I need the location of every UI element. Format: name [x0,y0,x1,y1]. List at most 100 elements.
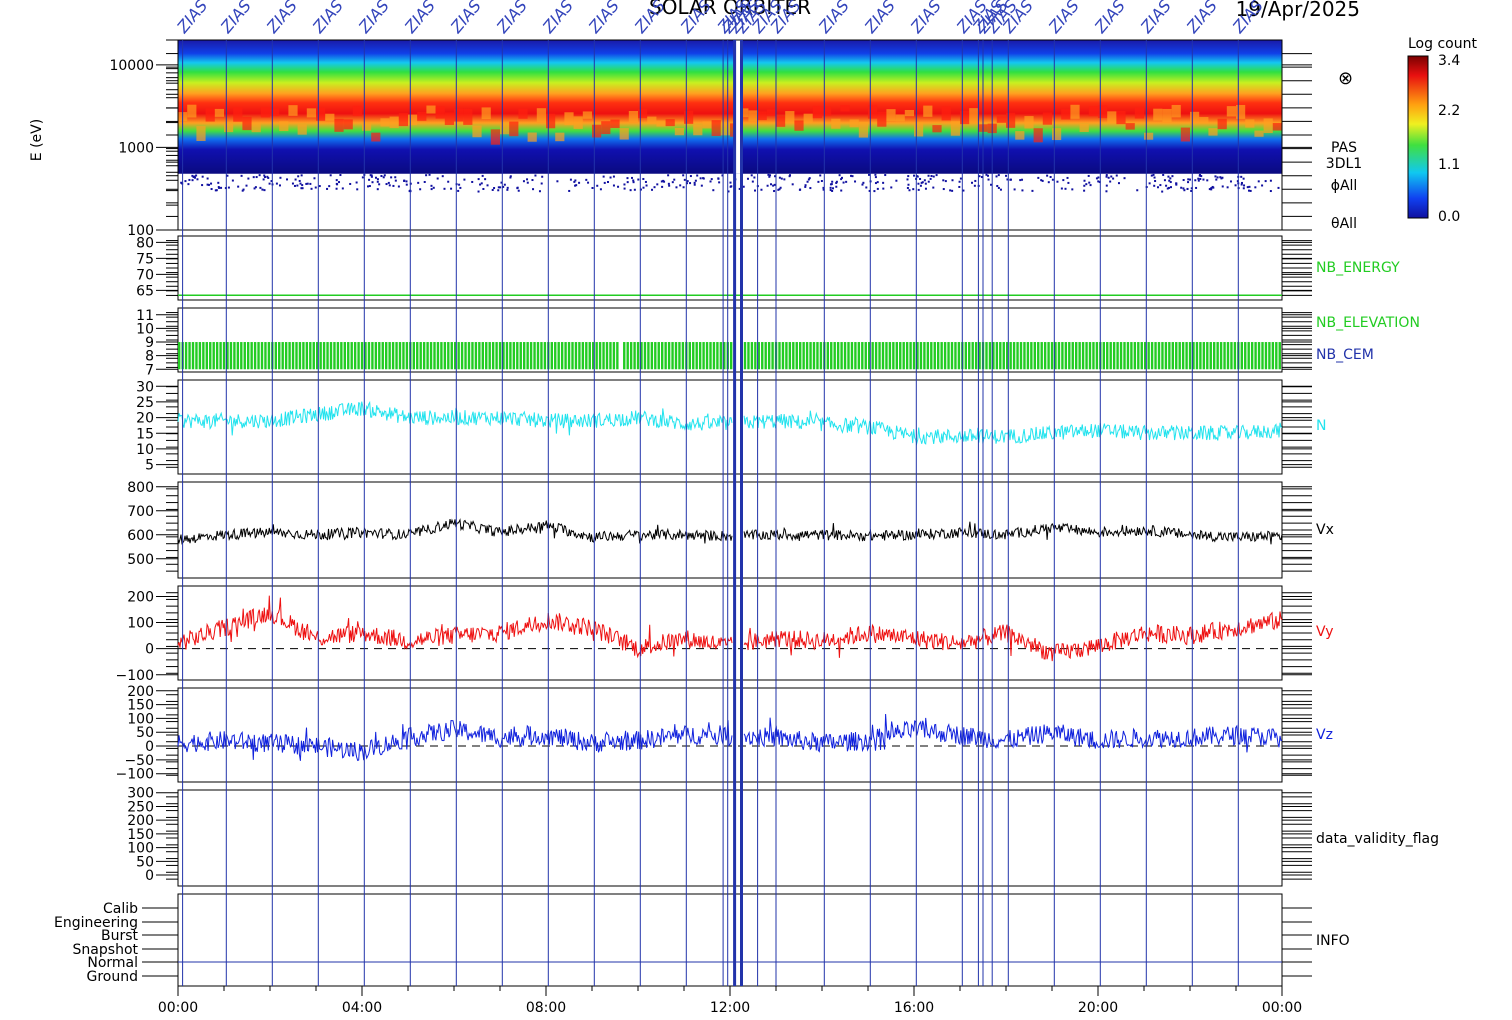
spectrogram-speck [1154,180,1157,183]
spectrogram-stripe [481,107,491,120]
spectrogram-stripe [1006,112,1016,128]
spectrogram-speck [1067,181,1070,184]
spectrogram-speck [1105,174,1108,177]
spectrogram-speck [930,175,933,178]
spectrogram-speck [502,185,505,188]
spectrogram-speck [873,190,876,193]
nb-elevation-bar [992,342,995,370]
spectrogram-speck [1152,173,1155,176]
nb-elevation-bar [1071,342,1074,370]
nb-elevation-bar [802,342,805,370]
spectrogram-speck [355,181,358,184]
spectrogram-speck [499,186,502,189]
spectrogram-speck [1163,179,1166,182]
colorbar: Log count 3.4 2.2 1.1 0.0 [1407,36,1477,225]
nb-elevation-bar [343,342,346,370]
nb-elevation-bar [816,342,819,370]
x-tick-label: 12:00 [710,1000,750,1016]
spectrogram-speck [394,176,397,179]
spectrogram-speck [574,179,577,182]
nb-elevation-bar [219,342,222,370]
series-line-vz [177,713,1283,762]
spectrogram-speck [477,190,480,193]
spectrogram-speck [651,188,654,191]
spectrogram-speck [779,186,782,189]
nb-elevation-bar [526,342,529,370]
spectrogram-stripe [233,107,243,122]
spectrogram-speck [1210,187,1213,190]
spectrogram-speck [778,188,781,191]
spectrogram-speck [1170,186,1172,189]
nb-elevation-bar [1213,342,1216,370]
spectrogram-speck [1202,178,1205,181]
spectrogram-stripe [776,116,786,127]
nb-elevation-bar [905,342,909,370]
spectrogram-stripe [343,119,353,130]
nb-elevation-bar [1119,342,1123,370]
spectrogram-stripe [490,129,500,145]
spectrogram-speck [673,178,676,181]
spectrogram-speck [868,173,871,176]
spectrogram-speck [240,174,243,177]
spectrogram-speck [1234,184,1237,187]
panel-frame [177,481,1283,579]
nb-elevation-bar [1168,342,1171,370]
nb-elevation-bar [1175,342,1178,370]
nb-elevation-bar [1147,342,1150,370]
nb-elevation-bar [209,342,212,370]
nb-elevation-bar [954,342,957,370]
nb-elevation-bar [1064,342,1068,370]
spectrogram-stripe [711,120,721,136]
spectrogram-speck [996,184,999,187]
panel-label: Vy [1316,624,1334,640]
spectrogram-speck [778,176,781,179]
spectrogram-speck [987,178,990,181]
y-tick-label: 200 [127,684,154,700]
spectrogram-speck [1105,175,1108,178]
spectrogram-speck [1123,177,1126,180]
spectrogram-speck [874,173,877,176]
nb-elevation-bar [609,342,612,370]
spectrogram-speck [417,181,420,184]
nb-elevation-bar [1275,342,1278,370]
spectrogram-speck [262,178,265,181]
spectrogram-speck [201,184,204,187]
y-tick-label: 1000 [118,140,154,156]
nb-elevation-bar [436,342,440,370]
spectrogram-speck [861,183,864,186]
nb-elevation-bar [502,342,505,370]
spectrogram-speck [484,178,487,181]
spectrogram-speck [921,181,924,184]
spectrogram-speck [1198,174,1201,177]
spectrogram-speck [617,185,620,188]
nb-elevation-bar [281,342,284,370]
x-tick-label: 20:00 [1078,1000,1118,1016]
spectrogram-speck [578,181,581,184]
spectrogram-speck [806,180,809,183]
nb-elevation-bar [795,342,798,370]
spectrogram-stripe [316,107,326,121]
spectrogram-stripe [426,105,436,114]
nb-elevation-bar [747,342,750,370]
nb-elevation-bar [650,342,654,370]
spectrogram-speck [807,178,810,181]
nb-elevation-bar [1247,342,1250,370]
spectrogram-speck [768,175,771,178]
spectrogram-speck [831,189,834,192]
nb-elevation-bar [274,342,277,370]
instrument-label: ϕAll [1331,178,1358,194]
spectrogram-stripe [647,116,657,124]
spectrogram-speck [405,183,408,186]
spectrogram-stripe [803,113,813,123]
spectrogram-stripe [509,121,519,137]
nb-elevation-bar [792,342,795,370]
spectrogram-speck [686,180,689,183]
nb-elevation-bar [916,342,919,370]
spectrogram-speck [255,176,258,179]
spectrogram-speck [642,186,645,189]
spectrogram-speck [682,186,685,189]
nb-elevation-bar [1019,342,1023,370]
spectrogram-stripe [1254,130,1264,137]
nb-elevation-bar [1137,342,1140,370]
spectrogram-speck [986,174,989,177]
